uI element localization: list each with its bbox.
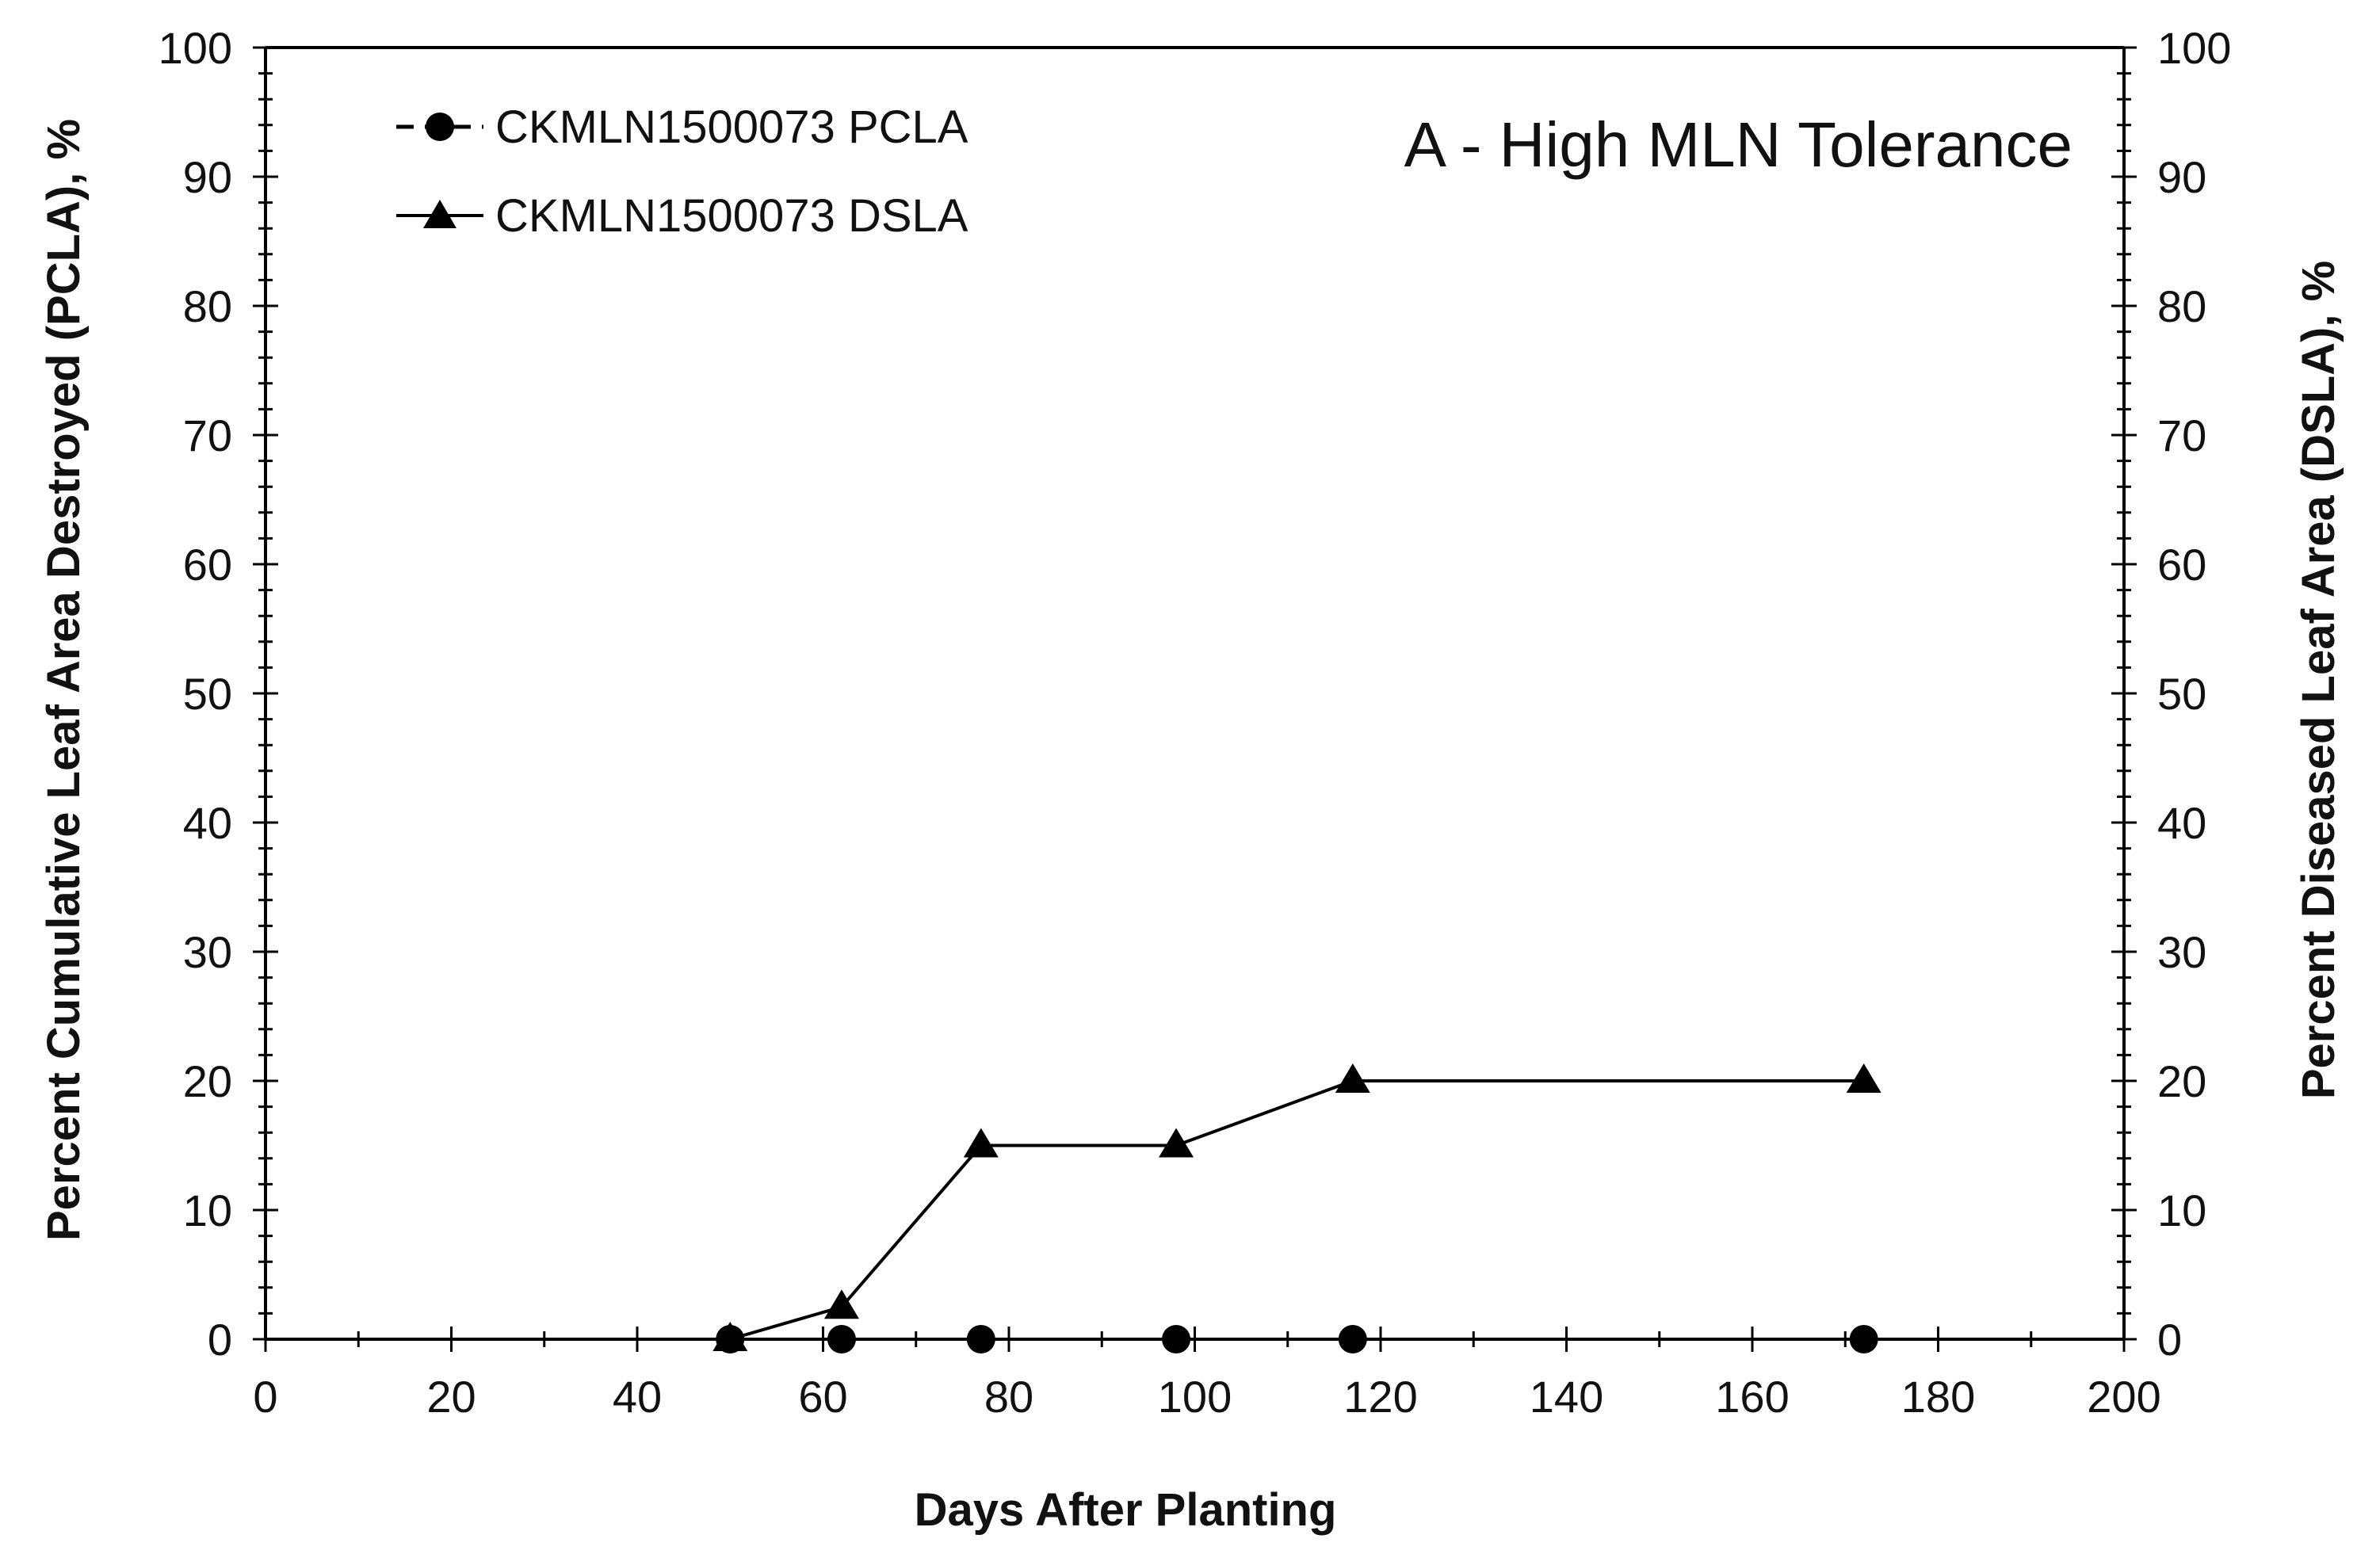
y-tick-label: 70 — [183, 410, 232, 460]
x-tick-label: 120 — [1343, 1372, 1417, 1422]
y-tick-label: 0 — [208, 1315, 232, 1365]
y-tick-label: 60 — [183, 540, 232, 590]
y2-tick-label: 60 — [2157, 540, 2206, 590]
data-point-circle — [1338, 1325, 1367, 1353]
data-point-triangle — [823, 1289, 859, 1319]
y-tick-label: 90 — [183, 152, 232, 202]
legend-item-pcla: CKMLN1500073 PCLA — [396, 101, 968, 153]
x-tick-label: 160 — [1715, 1372, 1789, 1422]
x-tick-label: 60 — [798, 1372, 847, 1422]
x-tick-label: 180 — [1901, 1372, 1975, 1422]
y2-axis-title: Percent Diseased Leaf Area (DSLA), % — [2293, 261, 2344, 1099]
legend-dsla-label: CKMLN1500073 DSLA — [495, 190, 968, 242]
x-tick-label: 40 — [613, 1372, 662, 1422]
y2-tick-label: 80 — [2157, 281, 2206, 331]
y2-tick-label: 40 — [2157, 798, 2206, 848]
x-tick-label: 80 — [984, 1372, 1033, 1422]
data-point-triangle — [963, 1128, 999, 1158]
x-tick-label: 0 — [253, 1372, 277, 1422]
legend-item-dsla: CKMLN1500073 DSLA — [396, 190, 968, 242]
data-point-circle — [1162, 1325, 1191, 1353]
x-tick-label: 140 — [1530, 1372, 1603, 1422]
series — [712, 1063, 1881, 1353]
legend-pcla-marker — [426, 113, 454, 141]
y2-tick-label: 10 — [2157, 1185, 2206, 1235]
data-point-circle — [827, 1325, 856, 1353]
x-axis-title: Days After Planting — [915, 1484, 1337, 1536]
data-point-triangle — [712, 1322, 748, 1351]
x-tick-label: 100 — [1158, 1372, 1232, 1422]
data-point-circle — [966, 1325, 995, 1353]
data-point-triangle — [1846, 1063, 1881, 1093]
y2-tick-label: 20 — [2157, 1056, 2206, 1106]
legend-pcla-label: CKMLN1500073 PCLA — [495, 101, 968, 153]
series-line-1 — [729, 1079, 1864, 1341]
x-tick-label: 200 — [2087, 1372, 2160, 1422]
y2-tick-label: 30 — [2157, 927, 2206, 977]
data-point-triangle — [1159, 1128, 1194, 1158]
legend: CKMLN1500073 PCLA CKMLN1500073 DSLA — [396, 101, 968, 242]
y-tick-label: 20 — [183, 1056, 232, 1106]
data-point-circle — [1849, 1325, 1878, 1353]
x-tick-label: 20 — [426, 1372, 476, 1422]
chart-annotation: A - High MLN Tolerance — [1404, 109, 2072, 180]
y-axis-title: Percent Cumulative Leaf Area Destroyed (… — [38, 119, 90, 1241]
y2-tick-label: 0 — [2157, 1315, 2182, 1365]
y-tick-label: 30 — [183, 927, 232, 977]
y2-tick-label: 70 — [2157, 410, 2206, 460]
data-point-triangle — [1335, 1063, 1370, 1093]
y2-tick-label: 100 — [2157, 23, 2231, 73]
y-tick-label: 80 — [183, 281, 232, 331]
y-tick-label: 50 — [183, 669, 232, 719]
y-tick-label: 40 — [183, 798, 232, 848]
y2-tick-label: 90 — [2157, 152, 2206, 202]
y-tick-label: 100 — [159, 23, 232, 73]
y-tick-label: 10 — [183, 1185, 232, 1235]
y2-tick-label: 50 — [2157, 669, 2206, 719]
legend-dsla-marker — [423, 200, 457, 228]
